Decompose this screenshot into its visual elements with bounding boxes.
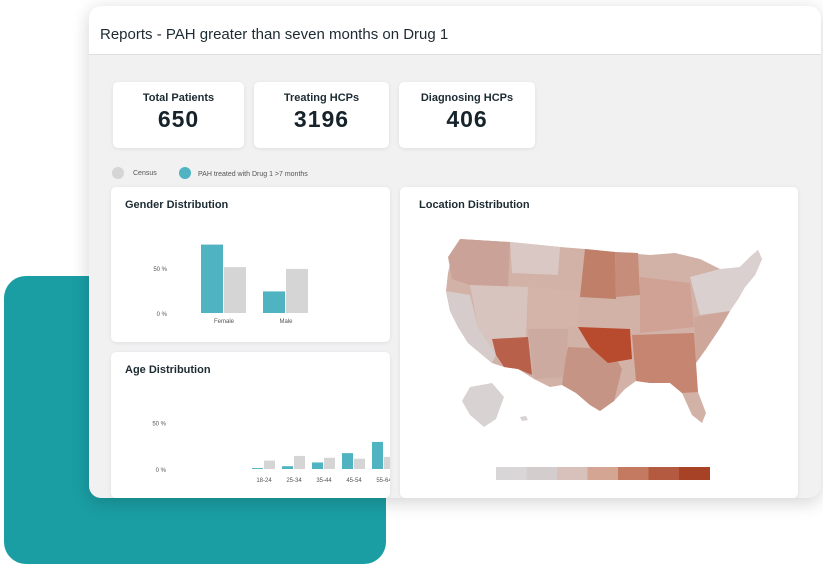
y-tick-label: 0 % xyxy=(156,468,167,474)
x-tick-label: 55-64 xyxy=(376,478,390,484)
region-montana xyxy=(510,242,560,275)
gender-chart-title: Gender Distribution xyxy=(125,199,229,211)
kpi-label: Treating HCPs xyxy=(283,92,360,104)
region-oklahoma xyxy=(578,327,632,363)
scale-swatch xyxy=(648,467,680,480)
region-new-mexico xyxy=(528,329,568,379)
bar-male-pah xyxy=(263,291,285,313)
age-distribution-card: Age Distribution 50 % 0 % 18-24 25-34 35-44 4… xyxy=(111,352,390,498)
kpi-value: 406 xyxy=(446,106,488,132)
color-scale-legend xyxy=(496,467,710,480)
scale-swatch xyxy=(526,467,558,480)
y-tick-label: 50 % xyxy=(152,421,166,427)
kpi-label: Total Patients xyxy=(142,92,215,104)
bar-25-34-census xyxy=(294,455,305,469)
kpi-diagnosing-hcps: Diagnosing HCPs 406 xyxy=(399,82,535,148)
region-virginia-carolinas xyxy=(694,311,730,363)
region-california xyxy=(446,291,496,363)
region-northeast xyxy=(690,250,762,315)
kpi-value: 650 xyxy=(157,106,200,132)
bar-25-34-pah xyxy=(282,466,293,469)
alaska-shape xyxy=(462,383,504,427)
bar-18-24-census xyxy=(264,460,275,469)
x-tick-label: Female xyxy=(214,319,235,325)
region-northwest xyxy=(448,239,510,291)
x-tick-label: 25-34 xyxy=(286,478,302,484)
pah-legend-swatch xyxy=(179,167,191,179)
region-dakotas xyxy=(580,249,616,299)
region-texas xyxy=(562,347,622,411)
bar-55-64-census xyxy=(384,456,390,469)
y-tick-label: 50 % xyxy=(153,267,167,273)
scale-swatch xyxy=(587,467,619,480)
page-title: Reports - PAH greater than seven months … xyxy=(100,26,449,43)
x-tick-label: 35-44 xyxy=(316,478,332,484)
bar-female-pah xyxy=(201,244,223,313)
us-choropleth-map xyxy=(446,239,762,480)
report-window: Reports - PAH greater than seven months … xyxy=(89,6,821,498)
region-nevada-utah xyxy=(470,285,528,355)
x-tick-label: 18-24 xyxy=(256,478,272,484)
bar-35-44-pah xyxy=(312,462,323,469)
kpi-total-patients: Total Patients 650 xyxy=(113,82,244,148)
bar-18-24-pah xyxy=(252,468,263,469)
age-chart-title: Age Distribution xyxy=(125,364,211,376)
bar-55-64-pah xyxy=(372,441,383,469)
pah-legend-label: PAH treated with Drug 1 >7 months xyxy=(198,171,308,178)
census-legend-swatch xyxy=(112,167,124,179)
region-south xyxy=(632,333,698,393)
gender-distribution-card: Gender Distribution 50 % 0 % Female Male xyxy=(111,187,390,342)
scale-swatch xyxy=(679,467,710,480)
bar-45-54-census xyxy=(354,458,365,469)
location-distribution-card: Location Distribution xyxy=(400,187,798,498)
region-midwest xyxy=(640,277,694,333)
gender-chart: 50 % 0 % Female Male xyxy=(153,244,308,325)
title-bar: Reports - PAH greater than seven months … xyxy=(89,6,821,55)
location-chart-title: Location Distribution xyxy=(419,199,530,211)
bar-35-44-census xyxy=(324,457,335,469)
x-tick-label: Male xyxy=(279,319,293,325)
scale-swatch xyxy=(618,467,649,480)
hawaii-shape xyxy=(520,416,528,421)
bar-male-census xyxy=(286,268,308,313)
census-legend-label: Census xyxy=(133,170,157,177)
kpi-treating-hcps: Treating HCPs 3196 xyxy=(254,82,389,148)
region-minnesota xyxy=(615,252,640,297)
scale-swatch xyxy=(496,467,527,480)
region-colorado xyxy=(528,287,580,329)
kpi-value: 3196 xyxy=(293,106,350,132)
bar-45-54-pah xyxy=(342,453,353,469)
bar-female-census xyxy=(224,267,246,313)
region-arizona xyxy=(492,337,532,375)
y-tick-label: 0 % xyxy=(157,312,168,318)
x-tick-label: 45-54 xyxy=(346,478,362,484)
scale-swatch xyxy=(557,467,588,480)
kpi-label: Diagnosing HCPs xyxy=(420,92,514,104)
